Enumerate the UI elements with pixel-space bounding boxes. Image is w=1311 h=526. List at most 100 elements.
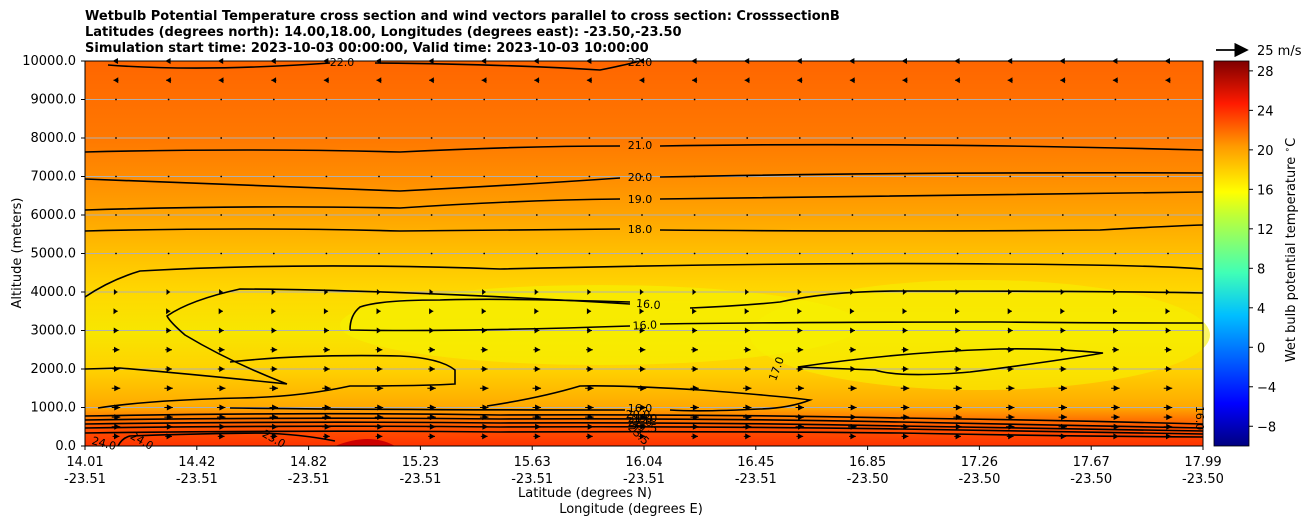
wind-vector-calm — [272, 214, 275, 216]
contour-label: 20.0 — [628, 171, 653, 184]
wind-vector-head — [218, 77, 224, 84]
wind-vector-head — [1060, 308, 1065, 315]
wind-vector-calm — [851, 214, 854, 216]
wind-vector-calm — [904, 98, 906, 101]
wind-vector-calm — [272, 252, 275, 255]
wind-vector-head — [955, 404, 962, 411]
x-tick-label-longitude: -23.51 — [288, 472, 330, 487]
wind-vector-calm — [746, 252, 749, 255]
wind-vector-head — [166, 327, 172, 334]
wind-vector-head — [903, 404, 910, 411]
wind-vector-head — [1008, 385, 1015, 392]
wind-vector-head — [745, 289, 749, 295]
wind-vector-calm — [483, 137, 486, 139]
wind-vector-calm — [693, 214, 696, 216]
wind-vector-head — [587, 346, 593, 353]
wind-vector-head — [271, 433, 278, 440]
wind-vector-head — [1113, 327, 1118, 334]
y-tick-label: 4000.0 — [31, 285, 77, 300]
wind-vector-head — [745, 366, 751, 372]
wind-vector-head — [482, 289, 486, 295]
yellow-core-upper — [340, 285, 860, 365]
x-tick-label-longitude: -23.51 — [735, 472, 777, 487]
wind-vector-head — [849, 77, 855, 84]
wind-vector-calm — [325, 252, 328, 255]
wind-vector-calm — [535, 175, 538, 178]
contour-label: 21.0 — [628, 139, 653, 152]
wind-vector-head — [481, 308, 486, 315]
wind-vector-head — [1061, 404, 1068, 411]
wind-vector-head — [903, 366, 909, 372]
wind-vector-calm — [956, 252, 959, 255]
colorbar-tick-label: 24 — [1257, 104, 1274, 119]
contour-label: 16.0 — [636, 297, 662, 312]
wind-vector-head — [219, 385, 226, 392]
wind-vector-head — [797, 77, 803, 84]
y-tick-label: 3000.0 — [31, 324, 77, 339]
wind-vector-head — [850, 385, 857, 392]
wind-vector-calm — [1114, 214, 1117, 216]
wind-vector-calm — [1009, 252, 1012, 255]
wind-vector-calm — [1167, 175, 1169, 178]
contour-18 — [84, 224, 1204, 232]
wind-vector-calm — [378, 252, 380, 255]
contour-label: 22.0 — [628, 416, 653, 429]
wind-vector-head — [1113, 414, 1120, 421]
wind-vector-calm — [1061, 252, 1064, 255]
y-tick-label: 10000.0 — [22, 54, 76, 69]
wind-vector-head — [586, 77, 592, 84]
wind-vector-calm — [1061, 175, 1064, 178]
wind-vector-head — [745, 385, 752, 392]
colorbar-label: Wet bulb potential temperature ∘C — [1283, 138, 1299, 362]
x-tick-label-latitude: 15.63 — [514, 455, 551, 470]
wind-vector-head — [587, 366, 593, 372]
contour-label: 22.0 — [628, 56, 653, 69]
wind-vector-head — [1165, 308, 1170, 315]
wind-vector-calm — [378, 214, 380, 216]
wind-vector-head — [1113, 366, 1119, 372]
wind-vector-head — [166, 366, 172, 372]
wind-vector-calm — [693, 137, 696, 139]
contour-label: 22.0 — [330, 56, 355, 69]
wind-vector-head — [429, 346, 435, 353]
wind-vector-head — [429, 308, 434, 315]
wind-vector-calm — [1009, 98, 1012, 101]
wind-vector-head — [377, 433, 383, 440]
wind-vector-head — [1008, 404, 1015, 411]
wind-vector-calm — [430, 137, 433, 139]
x-tick-label-longitude: -23.51 — [64, 472, 106, 487]
wind-vector-head — [797, 289, 802, 295]
wind-vector-head — [586, 308, 592, 315]
wind-vector-head — [1113, 385, 1120, 392]
wind-vector-calm — [798, 98, 801, 101]
wind-vector-head — [955, 366, 961, 372]
x-tick-label-latitude: 16.45 — [737, 455, 774, 470]
wind-vector-head — [1008, 414, 1015, 421]
wind-vector-calm — [430, 214, 433, 216]
contour-16-low — [229, 385, 814, 412]
wind-vector-head — [166, 289, 171, 295]
wind-vector-calm — [746, 214, 749, 216]
wind-vector-head — [482, 433, 488, 440]
contour-label: 18.0 — [628, 223, 653, 236]
wind-vector-head — [323, 308, 329, 315]
wind-vector-head — [376, 77, 382, 84]
wind-vector-head — [324, 327, 329, 334]
contour-17-lower — [97, 348, 1104, 409]
wind-vector-calm — [272, 137, 275, 139]
wind-vector-calm — [904, 175, 906, 178]
wind-vector-head — [271, 77, 277, 84]
wind-vector-head — [798, 404, 805, 411]
contour-label: 21.0 — [628, 412, 653, 425]
wind-vector-calm — [588, 252, 591, 255]
contour-label: 16.0 — [1193, 406, 1206, 431]
colorbar-tick-label: 4 — [1257, 302, 1265, 317]
wind-vector-head — [1166, 346, 1172, 353]
wind-vector-head — [1165, 77, 1171, 84]
wind-vector-head — [1060, 77, 1066, 84]
wind-vector-head — [324, 346, 330, 353]
wind-vector-calm — [1061, 137, 1064, 139]
wind-vector-calm — [167, 98, 170, 101]
wind-vector-head — [745, 346, 751, 353]
wind-vector-calm — [378, 98, 380, 101]
